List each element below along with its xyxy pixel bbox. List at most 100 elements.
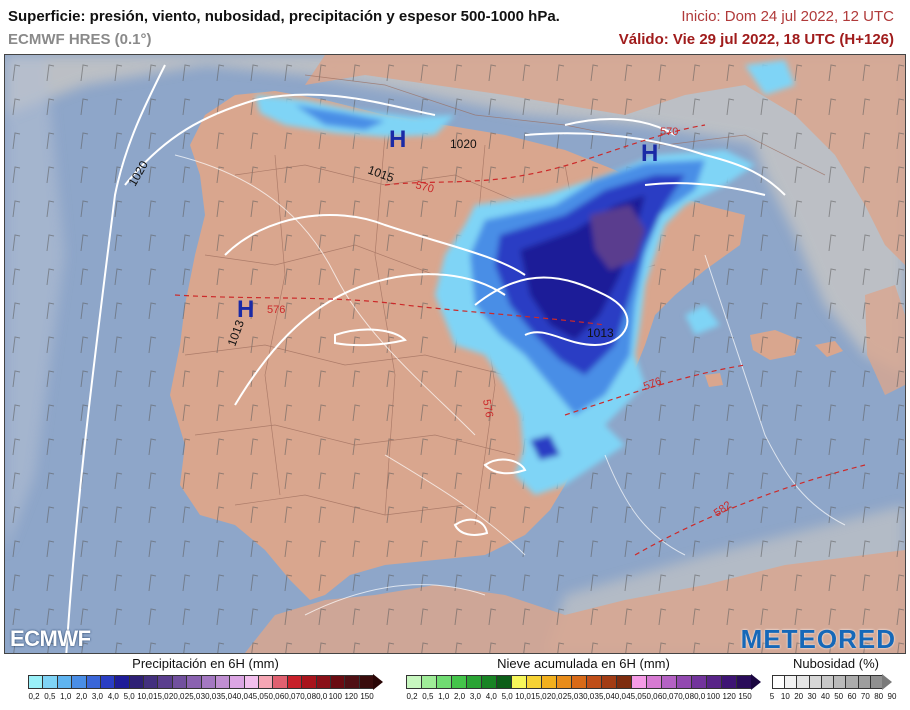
snow-swatch xyxy=(691,675,707,689)
snow-overflow-arrow xyxy=(751,674,761,690)
precip-legend-title: Precipitación en 6H (mm) xyxy=(132,656,279,671)
snow-tick-label: 1,0 xyxy=(438,692,450,701)
precip-color-bar xyxy=(28,674,383,690)
precip-tick-label: 50,0 xyxy=(264,692,280,701)
snow-tick-label: 3,0 xyxy=(469,692,481,701)
precip-tick-label: 0,2 xyxy=(28,692,40,701)
precip-tick-label: 4,0 xyxy=(107,692,119,701)
snow-tick-label: 25,0 xyxy=(562,692,579,701)
run-start-time: Inicio: Dom 24 jul 2022, 12 UTC xyxy=(681,8,894,25)
precip-swatch xyxy=(99,675,116,689)
precip-swatch xyxy=(28,675,44,689)
thin-isobars xyxy=(174,154,846,616)
precip-tick-label: 120 xyxy=(344,692,358,701)
ecmwf-logo: ECMWF xyxy=(10,626,91,651)
snow-tick-label: 20,0 xyxy=(546,692,563,701)
high-center-label: H xyxy=(389,126,406,153)
cloud-tick-label: 20 xyxy=(794,692,804,701)
precip-swatch xyxy=(358,675,374,689)
snow-tick-label: 100 xyxy=(706,692,720,701)
cloud-tick-label: 70 xyxy=(860,692,870,701)
snow-tick-label: 50,0 xyxy=(642,692,658,701)
cloud-tick-label: 5 xyxy=(769,692,775,701)
snow-tick-label: 120 xyxy=(722,692,736,701)
precip-tick-label: 100 xyxy=(328,692,342,701)
precip-swatch xyxy=(272,675,288,689)
snow-swatch xyxy=(526,675,542,689)
precip-swatch xyxy=(258,675,274,689)
precip-tick-label: 70,0 xyxy=(295,692,312,701)
snow-swatch xyxy=(706,675,722,689)
precip-swatch xyxy=(114,675,130,689)
precip-swatch xyxy=(143,675,159,689)
thickness-label: 570 xyxy=(414,179,435,195)
snow-tick-label: 4,0 xyxy=(485,692,497,701)
precip-swatch xyxy=(56,675,73,689)
precip-swatch xyxy=(329,675,346,689)
precip-tick-label: 30,0 xyxy=(200,692,217,701)
precip-tick-label: 20,0 xyxy=(168,692,185,701)
map-header: Superficie: presión, viento, nubosidad, … xyxy=(0,0,910,52)
map-title: Superficie: presión, viento, nubosidad, … xyxy=(8,8,560,25)
precip-tick-label: 80,0 xyxy=(311,692,328,701)
precip-swatch xyxy=(71,675,87,689)
snow-legend: Nieve acumulada en 6H (mm) 0,2 0,5 1,0 2,0 3… xyxy=(406,656,761,710)
precip-tick-label: 25,0 xyxy=(184,692,201,701)
precip-swatch xyxy=(85,675,101,689)
snow-swatch xyxy=(556,675,572,689)
snow-legend-title: Nieve acumulada en 6H (mm) xyxy=(497,656,670,671)
precip-swatch xyxy=(186,675,202,689)
snow-swatch xyxy=(721,675,737,689)
snow-swatch xyxy=(406,675,422,689)
cloud-tick-label: 60 xyxy=(847,692,857,701)
snow-tick-label: 40,0 xyxy=(610,692,626,701)
isobar-label: 1020 xyxy=(450,137,477,151)
snow-swatch xyxy=(586,675,602,689)
precip-tick-label: 3,0 xyxy=(91,692,103,701)
cloud-tick-label: 50 xyxy=(834,692,844,701)
snow-swatch xyxy=(541,675,557,689)
snow-tick-label: 2,0 xyxy=(454,692,466,701)
weather-map[interactable]: H H H 1020 1020 1015 1013 1013 570 570 5… xyxy=(4,54,906,654)
cloud-tick-label: 10 xyxy=(780,692,790,701)
snow-swatch xyxy=(661,675,677,689)
isobars xyxy=(65,64,786,653)
precip-swatch xyxy=(171,675,188,689)
precip-swatch xyxy=(286,675,303,689)
precip-swatch xyxy=(229,675,245,689)
snow-swatch xyxy=(736,675,752,689)
precip-legend: Precipitación en 6H (mm) 0,2 0,5 1,0 2,0 3,0… xyxy=(28,656,383,710)
isobar-label: 1013 xyxy=(587,326,614,340)
thickness-label: 576 xyxy=(267,304,285,316)
snow-tick-label: 45,0 xyxy=(626,692,642,701)
cloud-tick-label: 90 xyxy=(887,692,897,701)
map-canvas: H H H 1020 1020 1015 1013 1013 570 570 5… xyxy=(5,55,905,653)
precip-tick-label: 40,0 xyxy=(232,692,248,701)
snow-tick-label: 0,2 xyxy=(406,692,418,701)
snow-swatch xyxy=(631,675,647,689)
snow-tick-label: 150 xyxy=(738,692,752,701)
cloud-legend-title: Nubosidad (%) xyxy=(793,656,879,671)
precip-swatch xyxy=(315,675,331,689)
meteored-logo: METEORED xyxy=(740,624,896,654)
high-center-label: H xyxy=(237,296,254,323)
valid-time: Válido: Vie 29 jul 2022, 18 UTC (H+126) xyxy=(618,31,894,48)
snow-tick-label: 15,0 xyxy=(531,692,547,701)
snow-swatch xyxy=(451,675,467,689)
precip-tick-label: 45,0 xyxy=(248,692,264,701)
snow-swatch xyxy=(436,675,452,689)
thickness-label: 576 xyxy=(642,375,663,393)
wind-barbs xyxy=(5,55,905,653)
precip-swatch xyxy=(214,675,231,689)
cloud-overflow-arrow xyxy=(881,674,892,690)
snow-swatch xyxy=(421,675,437,689)
precip-swatch xyxy=(243,675,259,689)
snow-color-bar xyxy=(406,674,761,690)
precip-tick-label: 35,0 xyxy=(216,692,233,701)
snow-tick-label: 0,5 xyxy=(422,692,434,701)
snow-swatch xyxy=(601,675,617,689)
precip-ticks: 0,2 0,5 1,0 2,0 3,0 4,0 5,0 10,0 15,0 20,0 25,0 30,… xyxy=(28,692,383,706)
snow-tick-label: 10,0 xyxy=(515,692,531,701)
snow-tick-label: 70,0 xyxy=(673,692,690,701)
precip-tick-label: 10,0 xyxy=(137,692,153,701)
